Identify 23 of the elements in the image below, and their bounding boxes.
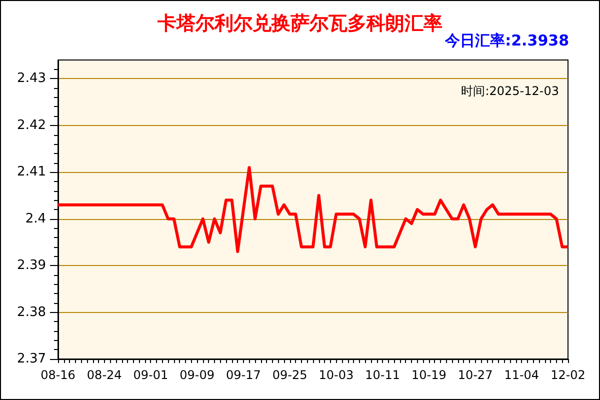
x-tick-label: 11-04 <box>504 368 540 382</box>
y-tick-label: 2.4 <box>25 211 46 226</box>
x-tick-label: 10-03 <box>318 368 354 382</box>
line-series <box>56 166 570 254</box>
x-tick-label: 09-17 <box>226 368 261 382</box>
x-tick-label: 09-25 <box>272 368 308 382</box>
y-tick-label: 2.39 <box>17 258 46 274</box>
x-tick-label: 10-27 <box>458 368 493 382</box>
x-tick-label: 10-19 <box>411 368 446 382</box>
x-tick-label: 09-01 <box>133 368 168 382</box>
chart-title: 卡塔尔利尔兑换萨尔瓦多科朗汇率 <box>156 12 442 34</box>
x-tick-label: 08-24 <box>86 368 122 382</box>
x-tick-label: 12-02 <box>550 368 586 382</box>
y-tick-label: 2.41 <box>17 164 46 180</box>
y-tick-label: 2.43 <box>17 71 46 86</box>
annotation: 时间:2025-12-03 <box>461 84 559 98</box>
y-tick-label: 2.37 <box>17 352 46 366</box>
text: 今日汇率:2.3938 <box>444 32 570 50</box>
y-tick-label: 2.38 <box>17 304 46 320</box>
y-tick-label: 2.42 <box>17 118 46 133</box>
x-tick-label: 09-09 <box>180 368 215 382</box>
x-tick-label: 08-16 <box>40 368 76 382</box>
x-tick-label: 10-11 <box>365 368 400 382</box>
